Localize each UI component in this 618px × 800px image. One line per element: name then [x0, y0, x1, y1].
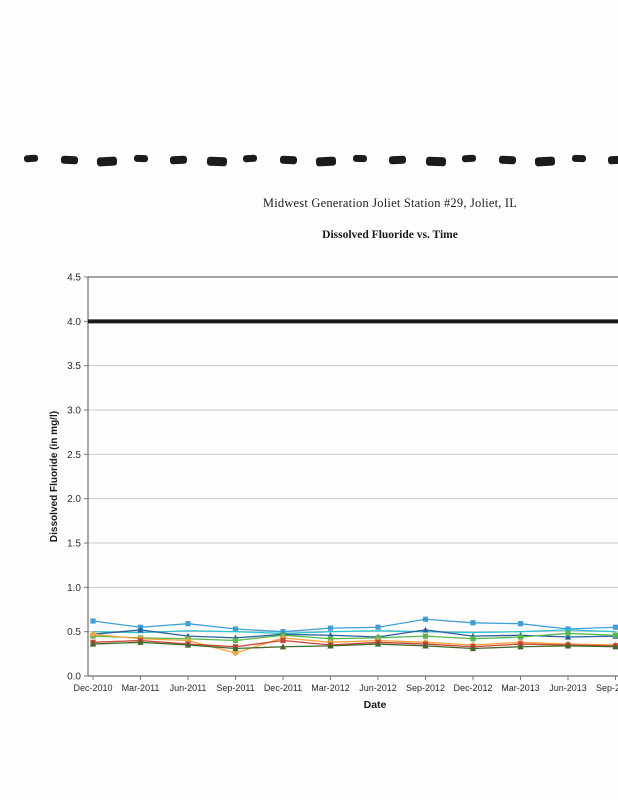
fluoride-time-chart: 0.0 0.5 1.0 1.5 2.0 2.5 3.0 3.5 4.0 4.5 Dec-2010 Ma… [49, 273, 618, 711]
binding-hole-mark [133, 154, 148, 163]
data-point-marker [232, 637, 239, 644]
binding-hole-mark [498, 155, 516, 165]
data-point-marker [565, 626, 571, 632]
series-line-orange-diamonds [92, 633, 616, 654]
y-axis-tick-label: 4.0 [67, 317, 81, 328]
y-axis-tick-label: 4.5 [67, 273, 81, 284]
series-line-navy-triangles [92, 629, 616, 639]
data-point-marker [612, 624, 618, 630]
y-axis-tick-label: 0.0 [67, 672, 81, 683]
binding-hole-mark [388, 155, 407, 165]
x-axis-tick-label: Dec-2012 [453, 683, 492, 693]
y-axis-tick-label: 3.5 [67, 361, 81, 372]
binding-hole-mark [169, 155, 188, 165]
y-axis-title: Dissolved Fluoride (in mg/l) [49, 411, 60, 542]
data-point-marker [327, 636, 334, 642]
data-point-marker [517, 643, 524, 650]
data-point-marker [375, 624, 381, 630]
series-line-light-blue-squares [92, 618, 616, 633]
data-point-marker [612, 643, 618, 650]
y-axis-tick-label: 0.5 [67, 627, 81, 638]
series-line-green-squares [92, 632, 616, 642]
data-point-marker [184, 637, 192, 644]
binding-hole-mark [571, 154, 586, 163]
data-point-marker [517, 621, 524, 627]
chart-area: 0.0 0.5 1.0 1.5 2.0 2.5 3.0 3.5 4.0 4.5 Dec-2010 Ma… [0, 260, 618, 730]
x-axis-tick-label: Mar-2012 [311, 683, 350, 693]
data-point-marker [422, 642, 429, 649]
series-line-cyan-line [92, 629, 616, 635]
data-point-marker [327, 625, 334, 631]
binding-hole-mark [96, 156, 118, 167]
x-axis-title: Date [364, 699, 387, 711]
x-axis-tick-label: Jun-2012 [359, 683, 397, 693]
data-point-marker [422, 616, 429, 622]
y-axis-tick-label: 1.0 [67, 583, 81, 594]
x-axis-tick-label: Dec-2011 [264, 683, 302, 693]
data-point-marker [184, 641, 192, 648]
data-point-marker [89, 640, 97, 647]
series-line-red-squares [92, 639, 616, 648]
station-title: Midwest Generation Joliet Station #29, J… [262, 196, 518, 210]
binding-hole-mark [206, 156, 227, 167]
binding-hole-mark [352, 154, 367, 163]
binding-hole-mark [315, 156, 337, 167]
data-point-marker [327, 642, 334, 649]
binding-hole-mark [461, 154, 477, 163]
data-point-marker [185, 621, 191, 627]
data-point-marker [280, 637, 286, 644]
data-point-marker [374, 640, 382, 647]
x-axis-tick-label: Sep-2012 [406, 683, 445, 693]
data-point-marker [517, 634, 524, 640]
data-point-marker [470, 620, 476, 626]
data-point-marker [90, 618, 96, 624]
data-point-marker [232, 649, 239, 657]
data-point-marker [137, 626, 144, 633]
x-axis-tick-label: Jun-2013 [549, 683, 587, 693]
data-point-marker [89, 630, 97, 638]
binding-hole-mark [242, 154, 258, 163]
data-point-marker [564, 633, 572, 640]
binding-hole-mark [534, 156, 556, 167]
x-axis-tick-label: Jun-2011 [170, 683, 207, 693]
binding-hole-mark [279, 155, 297, 165]
y-axis-tick-label: 2.0 [67, 494, 81, 505]
data-point-marker [565, 630, 571, 637]
data-point-marker [232, 626, 239, 632]
x-axis-tick-label: Mar-2013 [501, 683, 540, 693]
data-point-marker [232, 645, 239, 652]
data-point-marker [137, 639, 144, 645]
x-axis-tick-label: Sep-2013 [596, 683, 618, 693]
y-axis-tick-label: 1.5 [67, 539, 81, 550]
x-axis-tick-label: Mar-2011 [122, 683, 160, 693]
chart-title: Dissolved Fluoride vs. Time [322, 229, 458, 241]
data-point-marker [422, 633, 429, 639]
series-line-dark-green-triangles [92, 641, 616, 650]
data-point-marker [564, 642, 572, 649]
y-axis-tick-label: 2.5 [67, 450, 81, 461]
data-point-marker [612, 632, 618, 638]
data-point-marker [422, 626, 429, 633]
binding-hole-mark [607, 155, 618, 165]
x-axis-tick-label: Dec-2010 [73, 683, 112, 693]
binding-hole-mark [23, 154, 39, 163]
binding-hole-mark [60, 155, 78, 165]
binding-holes-row [0, 148, 618, 172]
x-axis-tick-label: Sep-2011 [216, 683, 254, 693]
data-point-marker [279, 643, 287, 650]
y-axis-tick-label: 3.0 [67, 406, 81, 417]
binding-hole-mark [425, 156, 446, 167]
data-point-marker [470, 636, 476, 642]
data-point-marker [469, 645, 477, 652]
